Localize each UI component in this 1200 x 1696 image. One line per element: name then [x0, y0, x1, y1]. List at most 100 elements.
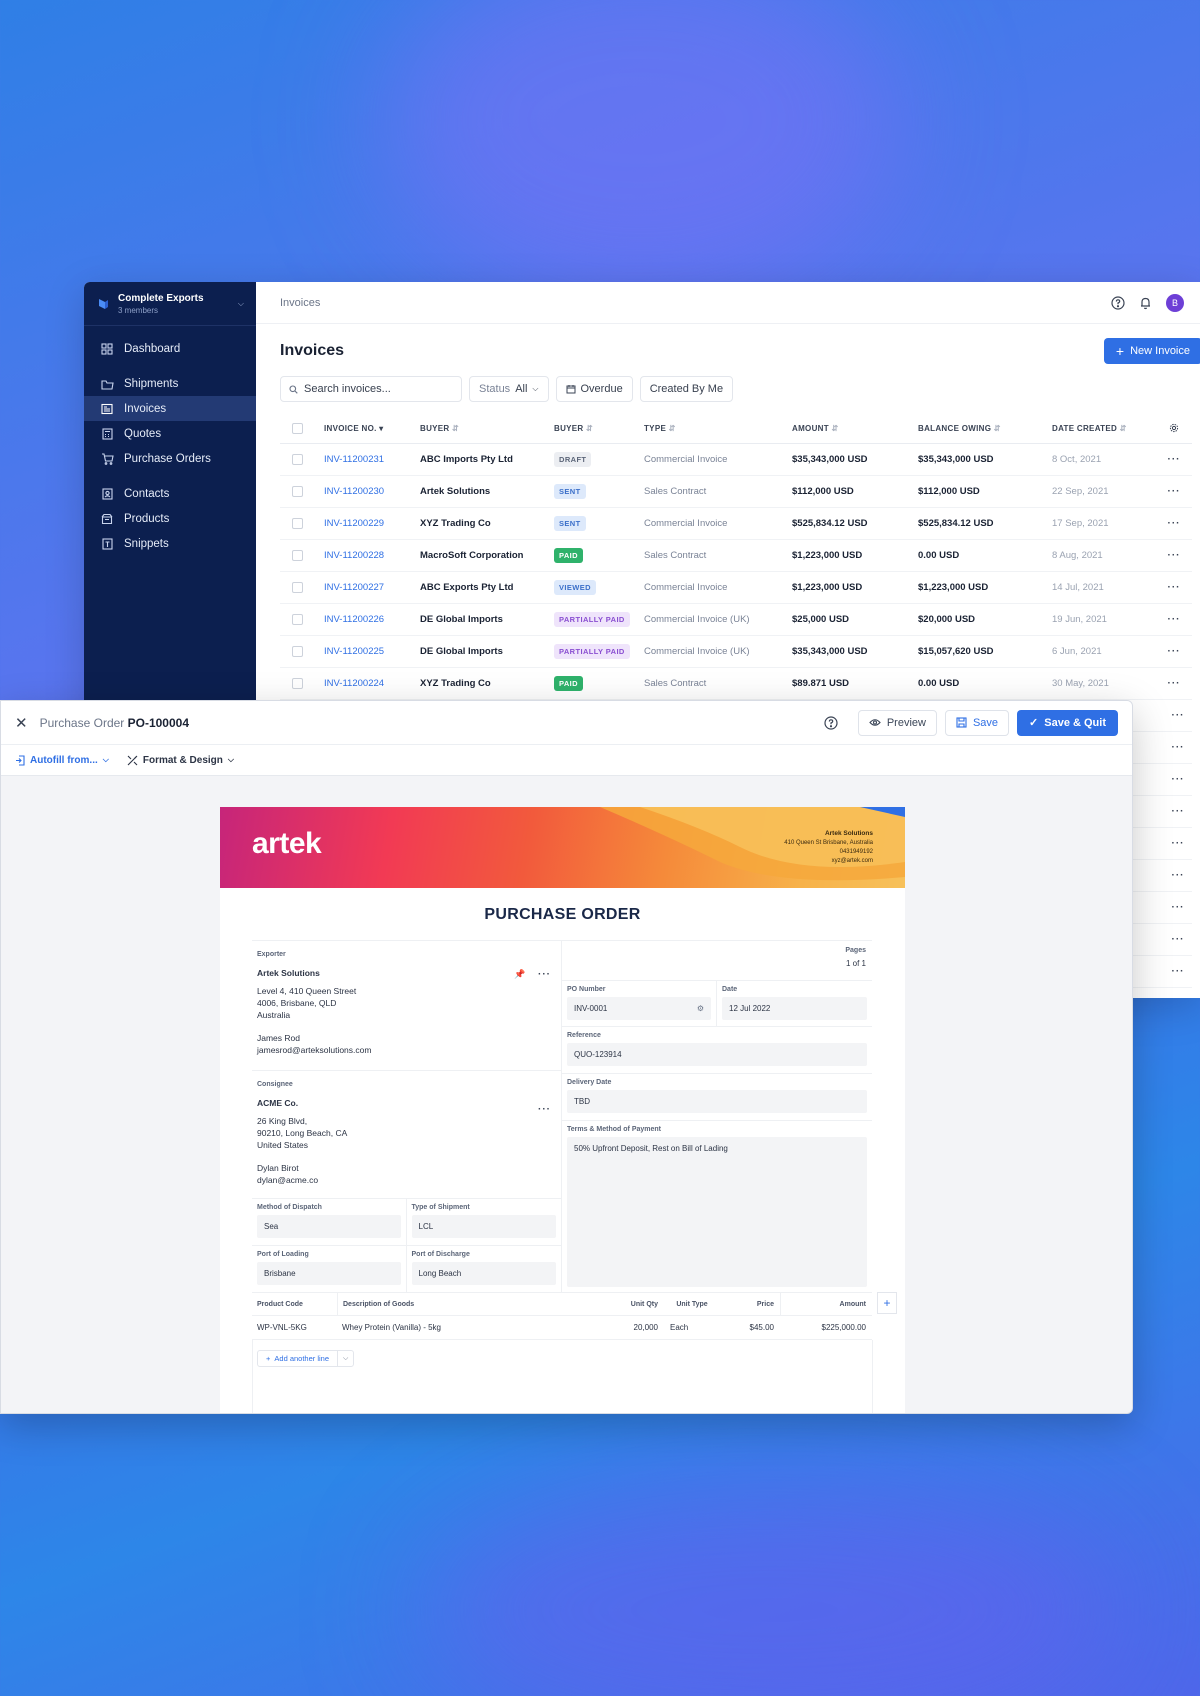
avatar[interactable]: B: [1166, 293, 1184, 312]
row-checkbox[interactable]: [292, 550, 303, 561]
overdue-filter-label: Overdue: [580, 383, 623, 395]
col-invoice-no[interactable]: INVOICE NO. ▾: [324, 424, 384, 433]
more-icon[interactable]: ···: [1167, 486, 1181, 497]
help-icon[interactable]: [824, 715, 838, 730]
reference-field[interactable]: Reference QUO-123914: [562, 1027, 872, 1074]
preview-button[interactable]: Preview: [857, 709, 937, 736]
port-discharge-field[interactable]: Port of Discharge Long Beach: [407, 1246, 562, 1293]
add-line-button[interactable]: + Add another line ⌵: [257, 1350, 355, 1367]
more-icon[interactable]: ···: [1171, 870, 1185, 881]
table-row[interactable]: INV-11200229 XYZ Trading Co SENT Commercial…: [280, 508, 1192, 540]
po-number-field[interactable]: PO Number INV-0001 ⚙: [562, 981, 717, 1027]
more-icon[interactable]: ···: [1167, 518, 1181, 529]
help-icon[interactable]: [1111, 295, 1125, 310]
save-quit-button[interactable]: ✓ Save & Quit: [1017, 709, 1118, 736]
col-status[interactable]: BUYER ⇵: [554, 424, 594, 433]
document-fields: Exporter Artek Solutions 📌 ··· Level 4, …: [252, 940, 872, 1293]
table-row[interactable]: INV-11200228 MacroSoft Corporation PAID Sal…: [280, 540, 1192, 572]
sidebar-item-label: Products: [124, 512, 170, 525]
invoice-number-link[interactable]: INV-11200229: [324, 518, 385, 529]
more-icon[interactable]: ···: [538, 1104, 551, 1115]
add-column-button[interactable]: +: [877, 1292, 897, 1314]
dispatch-field[interactable]: Method of Dispatch Sea: [252, 1199, 407, 1246]
sidebar-item-contacts[interactable]: Contacts: [84, 481, 256, 506]
port-loading-field[interactable]: Port of Loading Brisbane: [252, 1246, 407, 1293]
row-checkbox[interactable]: [292, 518, 303, 529]
select-all-checkbox[interactable]: [292, 423, 303, 434]
gear-icon[interactable]: ⚙: [696, 1004, 704, 1013]
bell-icon[interactable]: [1139, 296, 1152, 310]
overdue-filter[interactable]: Overdue: [555, 376, 633, 402]
more-icon[interactable]: ···: [1167, 614, 1181, 625]
more-icon[interactable]: ···: [538, 969, 551, 980]
more-icon[interactable]: ···: [1171, 806, 1185, 817]
more-icon[interactable]: ···: [1171, 966, 1185, 977]
new-invoice-button[interactable]: + New Invoice: [1103, 338, 1200, 364]
delivery-date-field[interactable]: Delivery Date TBD: [562, 1074, 872, 1121]
invoice-number-link[interactable]: INV-11200231: [324, 454, 385, 465]
invoice-number-link[interactable]: INV-11200224: [324, 678, 385, 689]
sidebar-item-products[interactable]: Products: [84, 506, 256, 531]
consignee-section[interactable]: Consignee ACME Co. ··· 26 King Blvd, 9021…: [252, 1071, 561, 1199]
row-checkbox[interactable]: [292, 614, 303, 625]
row-checkbox[interactable]: [292, 486, 303, 497]
invoice-number-link[interactable]: INV-11200228: [324, 550, 385, 561]
created-by-me-filter[interactable]: Created By Me: [639, 376, 734, 402]
invoice-number-link[interactable]: INV-11200225: [324, 646, 385, 657]
col-type[interactable]: TYPE ⇵: [644, 424, 676, 433]
row-checkbox[interactable]: [292, 678, 303, 689]
table-row[interactable]: INV-11200225 DE Global Imports PARTIALLY P…: [280, 636, 1192, 668]
gear-icon[interactable]: [1169, 423, 1179, 433]
more-icon[interactable]: ···: [1167, 550, 1181, 561]
sidebar-item-invoices[interactable]: Invoices: [84, 396, 256, 421]
sidebar-item-snippets[interactable]: Snippets: [84, 531, 256, 556]
shipment-type-field[interactable]: Type of Shipment LCL: [406, 1199, 561, 1246]
sidebar-item-purchase-orders[interactable]: Purchase Orders: [84, 446, 256, 471]
invoice-number-link[interactable]: INV-11200227: [324, 582, 385, 593]
table-row[interactable]: INV-11200227 ABC Exports Pty Ltd VIEWED Com…: [280, 572, 1192, 604]
more-icon[interactable]: ···: [1171, 838, 1185, 849]
address-line: jamesrod@arteksolutions.com: [257, 1045, 372, 1055]
more-icon[interactable]: ···: [1167, 678, 1181, 689]
amount: $1,223,000 USD: [792, 550, 863, 561]
row-checkbox[interactable]: [292, 454, 303, 465]
more-icon[interactable]: ···: [1171, 742, 1185, 753]
date-field[interactable]: Date 12 Jul 2022: [717, 981, 872, 1027]
workspace-switcher[interactable]: Complete Exports 3 members ⌵: [84, 282, 256, 326]
sidebar-item-shipments[interactable]: Shipments: [84, 371, 256, 396]
invoice-type: Commercial Invoice: [644, 582, 728, 593]
chevron-down-icon[interactable]: ⌵: [337, 1351, 353, 1366]
table-row[interactable]: INV-11200230 Artek Solutions SENT Sales Con…: [280, 476, 1192, 508]
col-date[interactable]: DATE CREATED ⇵: [1052, 424, 1127, 433]
search-icon: [289, 384, 298, 394]
more-icon[interactable]: ···: [1167, 646, 1181, 657]
more-icon[interactable]: ···: [1171, 934, 1185, 945]
col-balance[interactable]: BALANCE OWING ⇵: [918, 424, 1001, 433]
more-icon[interactable]: ···: [1171, 710, 1185, 721]
status-filter[interactable]: Status All ⌵: [469, 376, 549, 402]
more-icon[interactable]: ···: [1171, 902, 1185, 913]
line-item-row[interactable]: WP-VNL-5KG Whey Protein (Vanilla) - 5kg …: [252, 1316, 872, 1340]
search-input[interactable]: Search invoices...: [280, 376, 462, 402]
col-amount[interactable]: AMOUNT ⇵: [792, 424, 839, 433]
invoice-number-link[interactable]: INV-11200230: [324, 486, 385, 497]
col-buyer[interactable]: BUYER ⇵: [420, 424, 460, 433]
table-row[interactable]: INV-11200224 XYZ Trading Co PAID Sales Cont…: [280, 668, 1192, 700]
sidebar-item-quotes[interactable]: Quotes: [84, 421, 256, 446]
invoice-number-link[interactable]: INV-11200226: [324, 614, 385, 625]
row-checkbox[interactable]: [292, 646, 303, 657]
sidebar-item-dashboard[interactable]: Dashboard: [84, 336, 256, 361]
exporter-section[interactable]: Exporter Artek Solutions 📌 ··· Level 4, …: [252, 941, 561, 1071]
table-row[interactable]: INV-11200231 ABC Imports Pty Ltd DRAFT Comm…: [280, 444, 1192, 476]
save-button[interactable]: Save: [944, 709, 1010, 736]
terms-field[interactable]: Terms & Method of Payment 50% Upfront De…: [562, 1121, 872, 1293]
more-icon[interactable]: ···: [1167, 582, 1181, 593]
row-checkbox[interactable]: [292, 582, 303, 593]
more-icon[interactable]: ···: [1167, 454, 1181, 465]
close-icon[interactable]: ✕: [15, 714, 28, 732]
autofill-dropdown[interactable]: Autofill from... ⌵: [15, 755, 109, 766]
pin-icon[interactable]: 📌: [514, 969, 526, 979]
table-row[interactable]: INV-11200226 DE Global Imports PARTIALLY P…: [280, 604, 1192, 636]
format-design-dropdown[interactable]: Format & Design ⌵: [127, 755, 234, 766]
more-icon[interactable]: ···: [1171, 774, 1185, 785]
